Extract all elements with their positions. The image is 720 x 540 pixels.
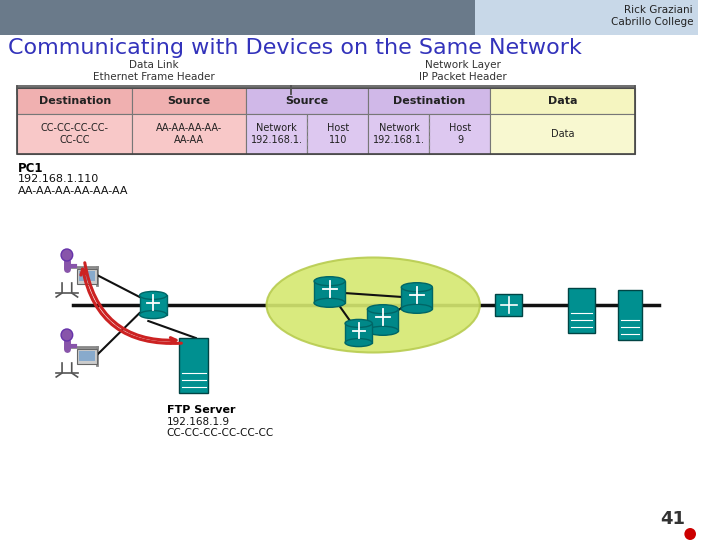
FancyBboxPatch shape [369, 88, 490, 114]
FancyBboxPatch shape [77, 268, 97, 284]
Ellipse shape [140, 292, 167, 299]
Text: FTP Server: FTP Server [167, 405, 235, 415]
FancyBboxPatch shape [475, 0, 698, 35]
Text: 192.168.1.9: 192.168.1.9 [167, 417, 230, 427]
FancyBboxPatch shape [79, 271, 95, 281]
Text: Source: Source [168, 96, 210, 106]
Ellipse shape [266, 258, 480, 353]
FancyBboxPatch shape [568, 287, 595, 333]
Ellipse shape [367, 305, 398, 314]
Text: Data: Data [551, 129, 575, 139]
Ellipse shape [345, 319, 372, 327]
FancyBboxPatch shape [490, 114, 635, 154]
Ellipse shape [401, 305, 432, 313]
Text: AA-AA-AA-AA-
AA-AA: AA-AA-AA-AA- AA-AA [156, 123, 222, 145]
FancyBboxPatch shape [495, 294, 523, 316]
Circle shape [61, 249, 73, 261]
Ellipse shape [401, 283, 432, 292]
FancyBboxPatch shape [132, 114, 246, 154]
FancyBboxPatch shape [132, 88, 246, 114]
Text: PC1: PC1 [17, 162, 43, 175]
Text: Destination: Destination [38, 96, 111, 106]
FancyBboxPatch shape [369, 114, 429, 154]
FancyBboxPatch shape [0, 35, 698, 60]
FancyBboxPatch shape [17, 114, 132, 154]
FancyBboxPatch shape [401, 287, 432, 309]
FancyBboxPatch shape [345, 323, 372, 342]
FancyBboxPatch shape [17, 88, 132, 114]
FancyBboxPatch shape [179, 338, 208, 393]
FancyBboxPatch shape [314, 281, 345, 303]
FancyBboxPatch shape [367, 309, 398, 331]
FancyBboxPatch shape [246, 114, 307, 154]
Text: Communicating with Devices on the Same Network: Communicating with Devices on the Same N… [8, 38, 582, 58]
Text: 41: 41 [660, 510, 685, 528]
FancyBboxPatch shape [490, 88, 635, 114]
Ellipse shape [367, 326, 398, 335]
FancyBboxPatch shape [307, 114, 369, 154]
Text: Data: Data [548, 96, 577, 106]
FancyBboxPatch shape [79, 351, 95, 361]
Text: Data Link
Ethernet Frame Header: Data Link Ethernet Frame Header [94, 60, 215, 82]
Text: Network
192.168.1.: Network 192.168.1. [373, 123, 425, 145]
Text: 192.168.1.110: 192.168.1.110 [17, 174, 99, 184]
Text: Source: Source [286, 96, 329, 106]
Text: CC-CC-CC-CC-CC-CC: CC-CC-CC-CC-CC-CC [167, 428, 274, 438]
FancyBboxPatch shape [618, 290, 642, 340]
Text: CC-CC-CC-CC-
CC-CC: CC-CC-CC-CC- CC-CC [40, 123, 109, 145]
FancyBboxPatch shape [246, 88, 369, 114]
Ellipse shape [314, 298, 345, 307]
Text: Rick Graziani
Cabrillo College: Rick Graziani Cabrillo College [611, 5, 693, 26]
Text: Destination: Destination [393, 96, 466, 106]
Text: AA-AA-AA-AA-AA-AA: AA-AA-AA-AA-AA-AA [17, 186, 128, 196]
Ellipse shape [314, 276, 345, 286]
FancyBboxPatch shape [140, 295, 167, 315]
Text: Host
9: Host 9 [449, 123, 471, 145]
Text: Network Layer
IP Packet Header: Network Layer IP Packet Header [419, 60, 507, 82]
Ellipse shape [345, 339, 372, 347]
Ellipse shape [140, 310, 167, 319]
Circle shape [61, 329, 73, 341]
Text: Network
192.168.1.: Network 192.168.1. [251, 123, 302, 145]
FancyBboxPatch shape [0, 60, 698, 540]
FancyBboxPatch shape [0, 0, 475, 35]
Circle shape [684, 528, 696, 540]
FancyBboxPatch shape [77, 348, 97, 363]
FancyBboxPatch shape [429, 114, 490, 154]
Text: Host
110: Host 110 [327, 123, 349, 145]
